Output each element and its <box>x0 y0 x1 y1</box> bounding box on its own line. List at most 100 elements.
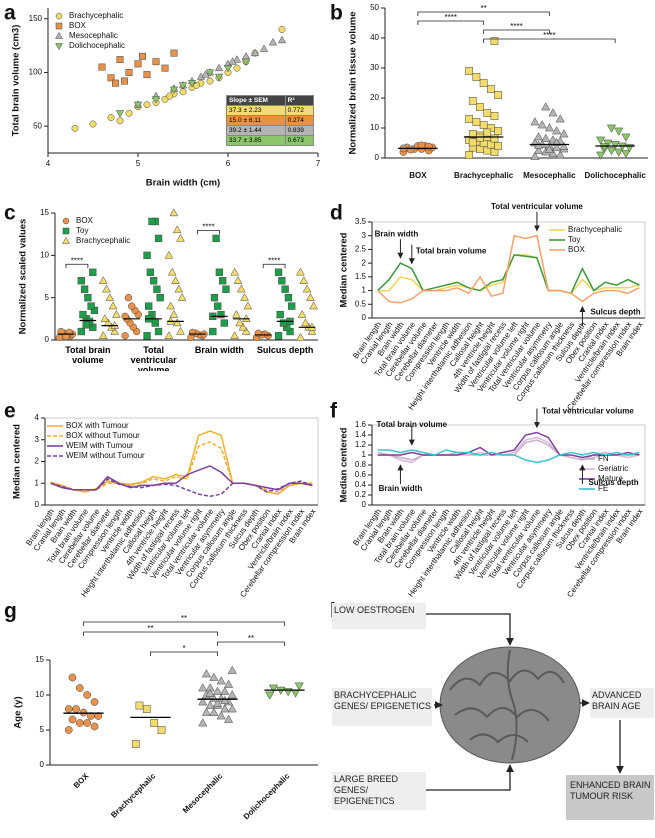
data-point <box>205 700 215 709</box>
x-tick-label: 7 <box>316 159 321 168</box>
y-tick-label: 10 <box>370 123 379 132</box>
data-point <box>537 120 547 129</box>
annotation: Sulcus depth <box>590 308 640 317</box>
significance-bracket <box>417 11 550 16</box>
data-point <box>302 284 312 293</box>
panel-letter: e <box>4 400 16 423</box>
table-cell: 37.3 ± 2.23 <box>226 105 286 116</box>
data-point <box>164 250 174 259</box>
data-point <box>133 101 143 110</box>
y-tick-label: 10 <box>35 690 44 699</box>
significance-bracket <box>83 621 285 626</box>
data-point <box>143 101 151 109</box>
data-point <box>614 148 624 157</box>
legend-label: Brachycephalic <box>76 236 130 245</box>
series-line <box>50 477 313 498</box>
series-line <box>377 436 640 464</box>
data-point <box>297 310 307 318</box>
table-row: 39.2 ± 1.44 0.839 <box>226 125 315 136</box>
data-point <box>278 26 286 33</box>
y-tick-label: 15 <box>40 208 49 217</box>
data-point <box>57 327 65 336</box>
data-point <box>121 332 129 340</box>
data-point <box>77 327 85 336</box>
data-point <box>214 73 224 82</box>
data-point <box>479 79 488 87</box>
data-point <box>171 276 180 284</box>
data-point <box>274 332 283 340</box>
legend-label: Geriatric <box>598 464 628 473</box>
significance-bracket <box>83 631 218 636</box>
data-point <box>209 672 219 681</box>
legend-label: BOX <box>76 216 94 225</box>
data-point <box>72 705 80 713</box>
legend-swatch <box>62 227 70 235</box>
data-point <box>80 285 89 293</box>
data-point <box>223 714 234 723</box>
annotation: Brain width <box>379 484 423 493</box>
table-row: 33.7 ± 3.85 0.673 <box>226 135 315 146</box>
legend-label: Mature <box>598 474 623 483</box>
data-point <box>151 319 159 327</box>
node-wrap: ADVANCED BRAIN AGE <box>592 690 641 711</box>
table-cell: 15.0 ± 6.11 <box>226 115 286 126</box>
data-point <box>277 35 287 44</box>
data-point <box>552 126 562 135</box>
significance-label: **** <box>445 13 457 22</box>
y-axis-title: Median centered <box>12 424 23 499</box>
data-point <box>112 310 121 318</box>
data-point <box>294 682 304 691</box>
data-point <box>555 150 565 159</box>
table-cell: 0.839 <box>284 125 315 136</box>
data-point <box>154 234 163 243</box>
data-point <box>281 285 289 293</box>
data-point <box>178 82 188 90</box>
y-tick-label: 30 <box>370 63 379 72</box>
y-tick-label: 0 <box>375 153 380 162</box>
x-tick-label: 5 <box>136 159 141 168</box>
y-tick-label: 0.5 <box>355 299 367 308</box>
significance-bracket <box>197 230 220 235</box>
data-point <box>142 705 151 713</box>
y-tick-label: 1.2 <box>355 440 367 449</box>
legend-label: Dolichocephalic <box>69 41 125 50</box>
data-point <box>87 712 95 720</box>
data-point <box>205 688 215 697</box>
y-tick-label: 0.6 <box>355 470 367 479</box>
data-point <box>232 310 241 318</box>
y-axis-title: Median centered <box>339 427 350 502</box>
data-point <box>299 276 309 284</box>
data-point <box>483 128 492 137</box>
x-tick-label: Total ventricular volume <box>130 345 177 371</box>
y-tick-label: 5 <box>40 725 45 734</box>
y-axis-title: Age (y) <box>13 696 24 728</box>
legend-label: BOX <box>568 245 586 254</box>
panel-letter: f <box>330 400 338 423</box>
significance-label: ** <box>147 624 153 633</box>
data-point <box>128 302 136 310</box>
data-point <box>143 71 151 79</box>
y-tick-label: 20 <box>370 93 379 102</box>
significance-label: * <box>182 644 185 653</box>
data-point <box>176 326 185 335</box>
y-tick-label: 150 <box>29 14 43 23</box>
y-tick-label: 0 <box>45 335 50 344</box>
legend-swatch <box>55 31 63 39</box>
series-line <box>377 234 640 304</box>
x-label-wrap: Brain width <box>195 345 244 355</box>
data-point <box>124 294 133 302</box>
data-point <box>64 726 73 734</box>
data-point <box>223 65 233 73</box>
y-axis-title: Normalized brain tissue volume <box>348 11 359 154</box>
y-axis-title: Total brain volume (cm3) <box>11 25 22 137</box>
data-point <box>198 683 208 692</box>
data-point <box>135 701 144 710</box>
data-point <box>169 310 179 318</box>
data-point <box>62 332 70 341</box>
data-point <box>108 301 118 310</box>
y-tick-label: 1.5 <box>355 272 367 281</box>
data-point <box>148 217 156 226</box>
significance-label: **** <box>202 223 214 232</box>
node-box <box>332 603 426 629</box>
significance-label: ** <box>481 4 487 13</box>
